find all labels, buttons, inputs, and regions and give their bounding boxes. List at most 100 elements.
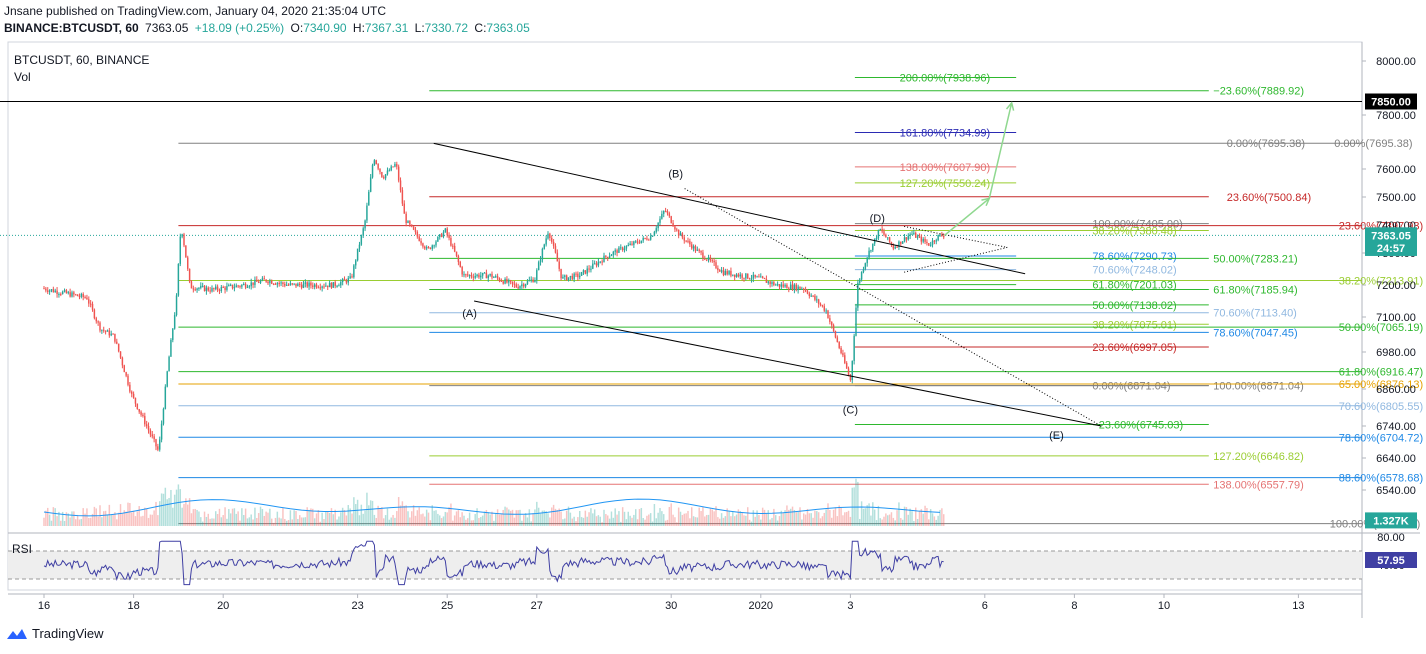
candle-body	[767, 281, 769, 283]
volume-bar	[909, 508, 911, 526]
candle-body	[661, 213, 663, 219]
candle-body	[173, 315, 176, 329]
candle-body	[355, 260, 357, 266]
candle-body	[612, 251, 615, 255]
tradingview-logo[interactable]: TradingView	[6, 626, 104, 641]
volume-bar	[776, 520, 779, 526]
candle-body	[89, 303, 92, 305]
volume-bar	[91, 513, 94, 526]
candle-body	[366, 205, 368, 221]
candle-body	[414, 229, 417, 233]
volume-bar	[747, 507, 749, 526]
volume-bar	[465, 519, 467, 526]
volume-bar	[691, 507, 693, 526]
volume-bar	[696, 517, 699, 526]
candle-body	[218, 289, 221, 291]
symbol-quote-line: BINANCE:BTCUSDT, 60 7363.05 +18.09 (+0.2…	[4, 20, 533, 37]
candle-body	[491, 273, 493, 278]
volume-bar	[877, 505, 880, 526]
volume-bar	[694, 517, 697, 526]
candle-body	[396, 164, 398, 167]
volume-bar	[922, 513, 924, 526]
volume-bar	[407, 511, 409, 526]
candle-body	[293, 283, 295, 285]
candle-body	[859, 279, 861, 283]
candle-body	[629, 243, 631, 246]
candle-body	[480, 275, 482, 278]
candle-body	[397, 166, 400, 181]
volume-bar	[838, 505, 840, 526]
candle-body	[864, 263, 867, 270]
volume-bar	[760, 519, 762, 526]
fib-level-label: 70.60%(7248.02)	[1092, 265, 1176, 277]
volume-bar	[754, 516, 756, 526]
fib-level-label: 161.80%(7734.99)	[900, 128, 991, 140]
volume-bar	[562, 519, 564, 526]
volume-bar	[272, 522, 275, 526]
volume-bar	[356, 499, 359, 526]
fib-level-label: 38.20%(7380.48)	[1092, 225, 1176, 237]
candle-body	[739, 274, 741, 277]
volume-bar	[614, 508, 616, 526]
candle-body	[88, 299, 90, 304]
volume-bar	[321, 512, 323, 526]
volume-bar	[147, 517, 150, 526]
volume-bar	[943, 514, 945, 526]
candle-body	[668, 213, 671, 217]
candle-body	[642, 237, 644, 241]
volume-bar	[816, 511, 818, 526]
open-value: 7340.90	[303, 21, 347, 35]
fib-level-label: 65.00%(6876.13)	[1339, 379, 1423, 391]
candle-body	[748, 278, 751, 280]
trendline	[433, 142, 1026, 275]
volume-bar	[481, 515, 484, 526]
candle-body	[929, 244, 932, 246]
volume-bar	[719, 518, 721, 526]
candle-body	[470, 275, 473, 277]
candle-body	[282, 282, 284, 285]
volume-bar	[336, 519, 338, 526]
price-tick-label: 6980.00	[1376, 347, 1416, 359]
fib-level-label: 70.60%(6805.55)	[1339, 401, 1423, 413]
candle-body	[605, 255, 607, 257]
volume-bar	[67, 513, 69, 526]
volume-bar	[157, 515, 159, 526]
volume-bar	[601, 522, 603, 526]
volume-bar	[849, 516, 852, 526]
volume-bar	[859, 518, 861, 526]
time-tick-label: 6	[982, 600, 988, 612]
volume-bar	[452, 520, 454, 526]
candle-body	[646, 238, 648, 240]
candle-body	[842, 353, 844, 356]
volume-bar	[340, 512, 342, 526]
volume-bar	[220, 517, 223, 526]
candle-body	[95, 318, 97, 322]
candle-body	[872, 243, 874, 251]
volume-bar	[319, 521, 321, 526]
volume-bar	[332, 514, 335, 526]
volume-bar	[502, 509, 504, 526]
candle-body	[250, 282, 252, 287]
candle-body	[465, 274, 467, 276]
volume-bar	[872, 502, 874, 526]
volume-bar	[80, 518, 83, 526]
candle-body	[814, 295, 816, 300]
volume-bar	[478, 518, 480, 526]
volume-bar	[207, 513, 209, 526]
volume-pane-title: Vol	[14, 70, 31, 84]
volume-bar	[866, 505, 868, 526]
candle-body	[513, 283, 516, 285]
candle-body	[698, 249, 700, 251]
volume-bar	[840, 507, 842, 526]
volume-bar	[679, 511, 682, 526]
volume-bar	[330, 508, 333, 526]
candle-body	[369, 177, 372, 192]
candle-body	[56, 290, 58, 294]
candle-body	[812, 295, 814, 297]
candle-body	[213, 288, 215, 290]
volume-bar	[69, 517, 71, 526]
candle-body	[866, 257, 868, 264]
volume-bar	[898, 502, 900, 526]
volume-bar	[164, 487, 167, 526]
